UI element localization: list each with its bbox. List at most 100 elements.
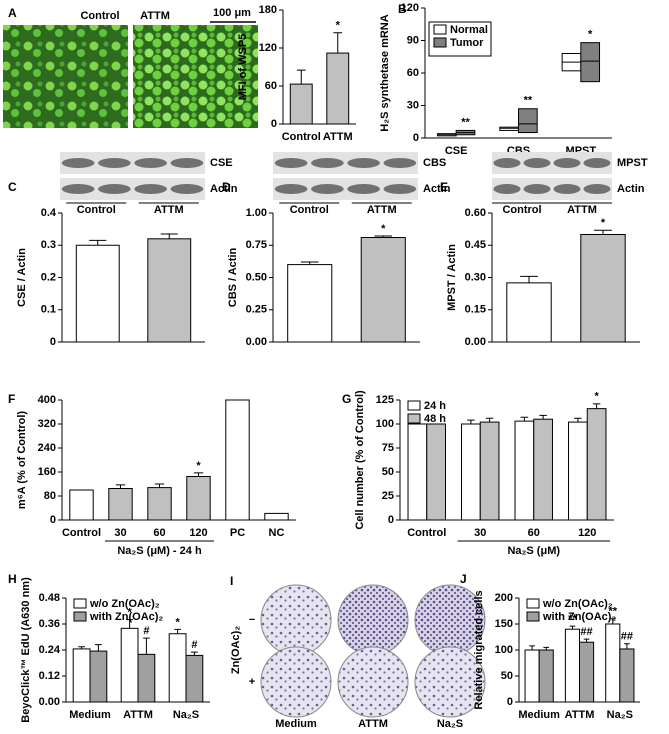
box xyxy=(518,108,538,134)
error-bar xyxy=(529,645,535,650)
x-tick-label: 120 xyxy=(189,527,207,539)
bar xyxy=(360,237,406,343)
image-label: Control xyxy=(80,10,119,22)
error-bar xyxy=(300,261,319,265)
panel-label: A xyxy=(8,6,17,20)
x-axis-label: Na₂S (μM) xyxy=(507,545,560,557)
panel-label: H xyxy=(8,572,17,586)
legend-swatch xyxy=(433,37,447,48)
micrograph xyxy=(3,25,128,128)
y-tick-label: 1.00 xyxy=(246,207,267,219)
blot-band xyxy=(347,158,380,168)
y-tick-label: 0.75 xyxy=(246,239,267,251)
scale-label: 100 μm xyxy=(213,7,251,19)
x-tick-label: NC xyxy=(269,527,285,539)
y-axis-label: H₂S synthetase mRNA xyxy=(379,14,391,131)
bar xyxy=(264,512,289,521)
error-bar xyxy=(624,643,630,649)
blot-band xyxy=(61,158,95,168)
error-bar xyxy=(539,414,547,420)
legend-swatch xyxy=(433,24,447,35)
micrographs: Control ATTM 100 μm xyxy=(3,7,258,128)
significance: * xyxy=(594,391,599,403)
column-label: Na₂S xyxy=(437,718,463,730)
blot-band xyxy=(493,158,521,168)
blot-band xyxy=(98,184,131,194)
blot-band xyxy=(583,184,611,194)
blot-band xyxy=(170,184,204,194)
y-tick-label: 0.24 xyxy=(39,644,61,656)
y-tick-label: 100 xyxy=(495,644,513,656)
bar xyxy=(326,52,350,125)
legend-label: 48 h xyxy=(424,413,446,425)
significance: * xyxy=(588,29,593,41)
bar xyxy=(89,650,108,703)
blot-band xyxy=(98,158,131,168)
y-axis-label: BeyoClick™ EdU (A630 nm) xyxy=(20,577,32,723)
blot-band xyxy=(134,184,167,194)
y-tick-label: 0 xyxy=(413,132,419,144)
y-tick-label: 0.30 xyxy=(465,271,486,283)
significance: ** xyxy=(524,95,533,107)
row-name: − xyxy=(249,614,255,626)
y-tick-label: 320 xyxy=(38,418,56,430)
blot-band xyxy=(553,184,581,194)
y-tick-label: 0.48 xyxy=(39,592,60,604)
row-label: Zn(OAc)₂ xyxy=(230,626,242,674)
error-bar xyxy=(520,275,538,283)
y-tick-label: 0 xyxy=(50,514,56,526)
legend-swatch xyxy=(526,611,540,622)
significance: ** xyxy=(461,116,470,128)
blot-label: CSE xyxy=(210,157,233,169)
x-tick-label: Control xyxy=(62,527,101,539)
panel-label: E xyxy=(440,180,448,194)
y-tick-label: 120 xyxy=(401,2,419,14)
y-tick-label: 30 xyxy=(407,99,419,111)
y-tick-label: 60 xyxy=(407,67,419,79)
blot-label: Actin xyxy=(423,183,451,195)
panel-label: F xyxy=(8,392,15,406)
error-bar xyxy=(333,32,343,54)
x-tick-label: Medium xyxy=(518,709,560,721)
y-axis-label: CBS / Actin xyxy=(227,247,239,307)
x-tick-label: Medium xyxy=(69,709,111,721)
error-bar xyxy=(374,235,393,238)
well xyxy=(337,584,409,656)
blot-label: CBS xyxy=(423,157,446,169)
legend-swatch xyxy=(407,413,421,424)
bar xyxy=(289,83,313,125)
box xyxy=(499,126,519,131)
bar xyxy=(580,234,626,343)
error-bar xyxy=(543,646,550,650)
blot-band xyxy=(61,184,95,194)
bar xyxy=(186,476,211,521)
significance: * xyxy=(381,223,386,235)
error-bar xyxy=(126,619,133,629)
bar xyxy=(185,654,204,703)
bar xyxy=(514,420,535,521)
blot-band xyxy=(274,158,308,168)
bar xyxy=(287,264,333,343)
y-tick-label: 0 xyxy=(507,696,513,708)
panel-label: J xyxy=(460,572,467,586)
error-bar xyxy=(78,646,85,649)
panel-label: B xyxy=(398,2,407,16)
panel-label: D xyxy=(222,180,231,194)
blot xyxy=(273,152,418,174)
blot-band xyxy=(553,158,581,168)
bar xyxy=(137,653,156,703)
x-tick-label: Na₂S xyxy=(173,709,199,721)
legend-swatch xyxy=(526,598,540,609)
bar xyxy=(225,399,250,521)
x-tick-label: Control xyxy=(282,131,321,143)
y-tick-label: 100 xyxy=(376,418,394,430)
column-label: Medium xyxy=(275,718,317,730)
panel-label: I xyxy=(230,574,233,588)
bar xyxy=(506,282,552,343)
y-tick-label: 50 xyxy=(501,670,513,682)
x-tick-label: 30 xyxy=(114,527,126,539)
bar xyxy=(579,641,595,703)
y-tick-label: 0.45 xyxy=(465,239,486,251)
micrograph xyxy=(133,25,258,128)
